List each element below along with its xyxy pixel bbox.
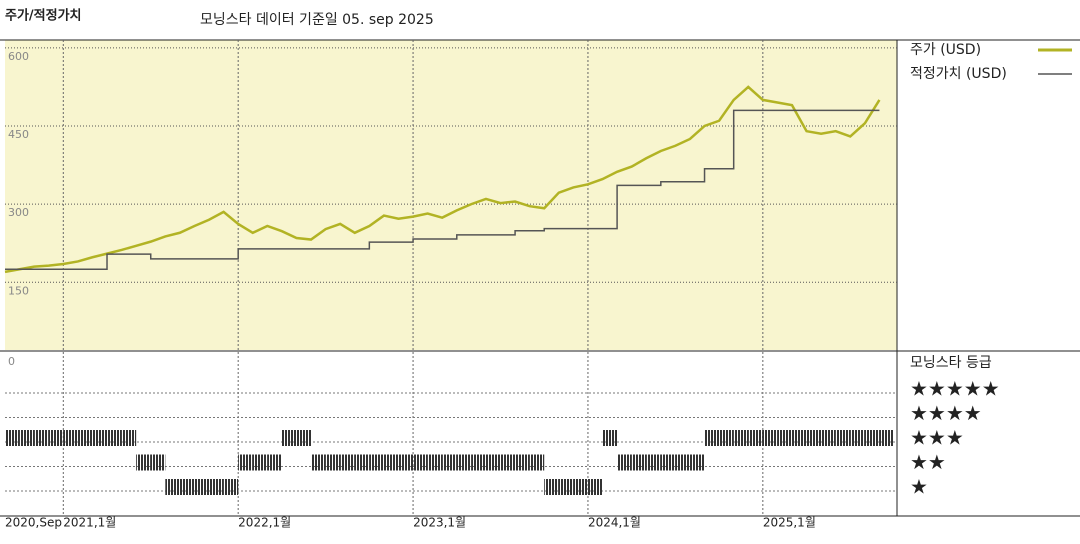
rating-bar — [311, 454, 326, 471]
rating-bar — [413, 454, 428, 471]
rating-bar — [704, 430, 720, 446]
rating-bar — [879, 430, 894, 446]
rating-bar — [165, 479, 180, 495]
rating-bar — [252, 454, 268, 471]
rating-bar — [34, 430, 49, 446]
rating-bar — [500, 454, 516, 471]
y-tick-label: 150 — [8, 284, 29, 297]
rating-bar — [485, 454, 501, 471]
rating-bar — [587, 479, 603, 495]
rating-bar — [5, 430, 20, 446]
rating-bar — [442, 454, 457, 471]
rating-bar — [806, 430, 822, 446]
y-tick-label: 300 — [8, 206, 29, 219]
rating-bar — [223, 479, 239, 495]
series-line — [4, 85, 881, 274]
rating-bar — [354, 454, 370, 471]
x-tick-label: 2023,1월 — [413, 516, 466, 530]
rating-bar — [631, 454, 647, 471]
x-tick-label: 2025,1월 — [763, 516, 816, 530]
rating-bar — [179, 479, 195, 495]
rating-bar — [427, 454, 443, 471]
rating-bar — [850, 430, 865, 446]
rating-bar — [281, 430, 297, 446]
rating-bar — [267, 454, 282, 471]
rating-level: ★ — [910, 475, 928, 499]
rating-bar — [340, 454, 355, 471]
rating-level: ★★★ — [910, 426, 964, 450]
rating-bar — [791, 430, 807, 446]
rating-bar — [107, 430, 122, 446]
rating-bar — [398, 454, 414, 471]
rating-bar — [660, 454, 676, 471]
rating-title: 모닝스타 등급 — [910, 355, 992, 371]
rating-bar — [48, 430, 64, 446]
x-tick-label: 2021,1월 — [63, 516, 116, 530]
x-tick-label: 2024,1월 — [588, 516, 641, 530]
rating-bar — [238, 454, 253, 471]
rating-bar — [573, 479, 588, 495]
rating-corner-label: 0 — [8, 355, 15, 368]
rating-bar — [121, 430, 137, 446]
rating-bar — [646, 454, 661, 471]
y-tick-label: 450 — [8, 128, 29, 141]
rating-level: ★★★★★ — [910, 377, 1000, 401]
rating-bar — [821, 430, 836, 446]
rating-bar — [150, 454, 166, 471]
rating-bar — [544, 479, 559, 495]
rating-bar — [77, 430, 93, 446]
series-line — [5, 109, 880, 270]
x-tick-label: 2020,Sep — [5, 516, 62, 530]
rating-bar — [19, 430, 35, 446]
chart-subtitle: 모닝스타 데이터 기준일 05. sep 2025 — [200, 12, 434, 28]
rating-bar — [471, 454, 486, 471]
rating-bar — [617, 454, 632, 471]
rating-bar — [675, 454, 690, 471]
rating-bar — [748, 430, 763, 446]
chart-title: 주가/적정가치 — [5, 8, 82, 24]
rating-bar — [63, 430, 78, 446]
rating-bar — [602, 430, 618, 446]
rating-bar — [719, 430, 734, 446]
rating-bar — [456, 454, 472, 471]
rating-bar — [369, 454, 384, 471]
y-tick-label: 600 — [8, 50, 29, 63]
price-panel — [5, 40, 897, 350]
rating-level: ★★★★ — [910, 401, 982, 425]
rating-bar — [515, 454, 530, 471]
x-tick-label: 2022,1월 — [238, 516, 291, 530]
legend-label: 적정가치 (USD) — [910, 66, 1007, 82]
rating-bar — [558, 479, 574, 495]
rating-bar — [864, 430, 880, 446]
rating-bar — [296, 430, 312, 446]
rating-bar — [835, 430, 851, 446]
rating-bar — [194, 479, 210, 495]
rating-bar — [383, 454, 399, 471]
rating-bar — [325, 454, 341, 471]
legend-label: 주가 (USD) — [910, 42, 981, 58]
rating-level: ★★ — [910, 450, 946, 474]
rating-bar — [777, 430, 792, 446]
rating-bar — [689, 454, 705, 471]
rating-bar — [92, 430, 108, 446]
rating-bar — [733, 430, 749, 446]
rating-bar — [529, 454, 545, 471]
rating-bar — [136, 454, 151, 471]
rating-bar — [209, 479, 224, 495]
rating-bar — [762, 430, 778, 446]
